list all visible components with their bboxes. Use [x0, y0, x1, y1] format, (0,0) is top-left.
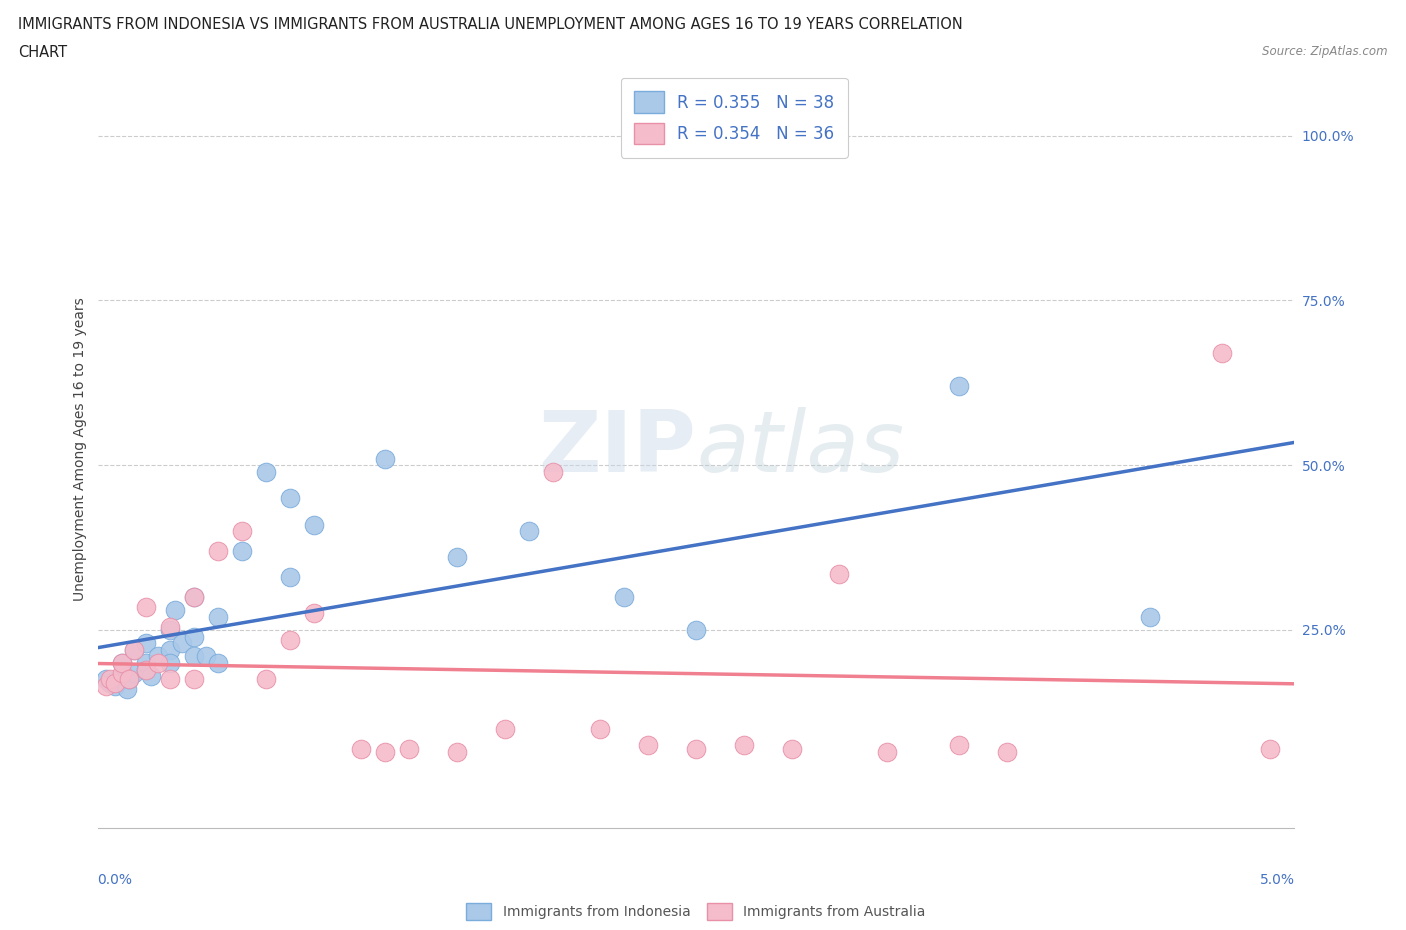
Point — [118, 672, 141, 687]
Point — [118, 672, 141, 687]
Text: IMMIGRANTS FROM INDONESIA VS IMMIGRANTS FROM AUSTRALIA UNEMPLOYMENT AMONG AGES 1: IMMIGRANTS FROM INDONESIA VS IMMIGRANTS … — [18, 17, 963, 32]
Point — [995, 744, 1018, 759]
Point — [148, 656, 170, 671]
Point — [104, 675, 127, 690]
Point — [494, 722, 516, 737]
Text: Source: ZipAtlas.com: Source: ZipAtlas.com — [1263, 45, 1388, 58]
Point — [94, 672, 117, 687]
Point — [135, 600, 157, 615]
Point — [231, 543, 253, 558]
Point — [135, 662, 157, 677]
Point — [172, 636, 194, 651]
Point — [1258, 741, 1281, 756]
Point — [194, 649, 218, 664]
Y-axis label: Unemployment Among Ages 16 to 19 years: Unemployment Among Ages 16 to 19 years — [73, 297, 87, 601]
Point — [541, 464, 564, 479]
Point — [111, 665, 134, 680]
Point — [183, 672, 205, 687]
Point — [183, 590, 205, 604]
Text: CHART: CHART — [18, 45, 67, 60]
Point — [124, 665, 146, 680]
Point — [104, 679, 127, 694]
Point — [124, 643, 146, 658]
Point — [302, 517, 325, 532]
Point — [111, 656, 134, 671]
Point — [1139, 609, 1161, 624]
Point — [111, 672, 134, 687]
Point — [159, 619, 181, 634]
Point — [780, 741, 803, 756]
Point — [207, 609, 229, 624]
Point — [135, 662, 157, 677]
Point — [302, 606, 325, 621]
Point — [124, 643, 146, 658]
Point — [589, 722, 612, 737]
Point — [163, 603, 186, 618]
Point — [374, 744, 396, 759]
Point — [148, 649, 170, 664]
Point — [135, 636, 157, 651]
Point — [183, 649, 205, 664]
Point — [159, 643, 181, 658]
Point — [207, 656, 229, 671]
Point — [278, 570, 301, 585]
Point — [685, 622, 707, 637]
Point — [183, 629, 205, 644]
Point — [159, 656, 181, 671]
Point — [828, 566, 851, 581]
Point — [613, 590, 636, 604]
Point — [685, 741, 707, 756]
Text: 5.0%: 5.0% — [1260, 873, 1295, 887]
Point — [139, 669, 162, 684]
Point — [446, 744, 468, 759]
Point — [254, 672, 277, 687]
Point — [517, 524, 540, 538]
Point — [637, 737, 659, 752]
Point — [135, 656, 157, 671]
Point — [446, 550, 468, 565]
Point — [98, 675, 122, 690]
Point — [1211, 346, 1233, 361]
Point — [111, 669, 134, 684]
Point — [876, 744, 898, 759]
Point — [94, 679, 117, 694]
Point — [207, 543, 229, 558]
Point — [948, 379, 970, 393]
Text: 0.0%: 0.0% — [97, 873, 132, 887]
Point — [231, 524, 253, 538]
Point — [948, 737, 970, 752]
Point — [733, 737, 755, 752]
Point — [278, 491, 301, 506]
Point — [115, 682, 138, 697]
Text: atlas: atlas — [696, 407, 904, 490]
Point — [159, 622, 181, 637]
Point — [398, 741, 420, 756]
Point — [350, 741, 373, 756]
Point — [254, 464, 277, 479]
Point — [374, 451, 396, 466]
Point — [183, 590, 205, 604]
Text: ZIP: ZIP — [538, 407, 696, 490]
Legend: Immigrants from Indonesia, Immigrants from Australia: Immigrants from Indonesia, Immigrants fr… — [456, 892, 936, 930]
Point — [278, 632, 301, 647]
Point — [111, 656, 134, 671]
Point — [159, 672, 181, 687]
Point — [98, 672, 122, 687]
